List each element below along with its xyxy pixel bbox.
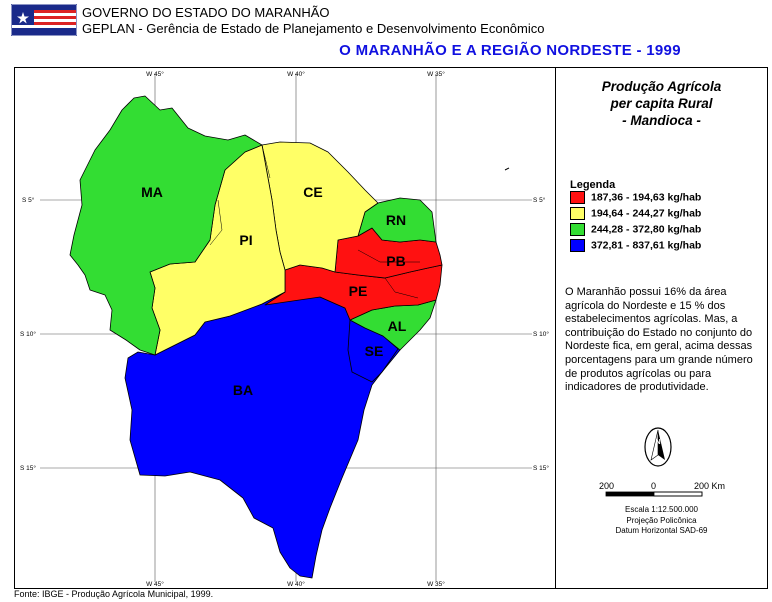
map-projection-info: Escala 1:12.500.000 Projeção Policônica …	[556, 505, 767, 537]
grid-label-bottom-1: W 45°	[146, 580, 164, 588]
grid-label-top-3: W 35°	[427, 70, 445, 78]
grid-label-top-2: W 40°	[287, 70, 305, 78]
legend-item: 244,28 - 372,80 kg/hab	[570, 223, 701, 236]
internal-border-4	[357, 249, 420, 263]
grid-label-top-1: W 45°	[146, 70, 164, 78]
legend-item: 372,81 - 837,61 kg/hab	[570, 239, 701, 252]
projection-name: Projeção Policônica	[626, 515, 697, 525]
legend-swatch-red	[570, 191, 585, 204]
grid-label-left-3: S 15°	[20, 464, 36, 472]
scale-bar	[605, 491, 703, 497]
internal-border-3	[384, 277, 419, 299]
state-label-pi: PI	[239, 232, 252, 248]
internal-border-1	[209, 199, 223, 246]
legend-swatch-yellow	[570, 207, 585, 220]
legend-heading: Legenda	[570, 179, 616, 191]
grid-label-left-1: S 5°	[22, 196, 35, 204]
legend-item: 187,36 - 194,63 kg/hab	[570, 191, 701, 204]
internal-border-2	[261, 144, 271, 179]
state-label-ba: BA	[233, 382, 253, 398]
state-ma[interactable]	[69, 95, 263, 356]
state-label-rn: RN	[386, 212, 406, 228]
legend-swatch-green	[570, 223, 585, 236]
theme-title-line3: - Mandioca -	[622, 113, 701, 128]
grid-label-right-2: S 10°	[533, 330, 549, 338]
state-label-pe: PE	[349, 283, 368, 299]
island-marker	[504, 167, 510, 171]
explanatory-note: O Maranhão possui 16% da área agrícola d…	[565, 286, 753, 394]
legend-item-label: 187,36 - 194,63 kg/hab	[591, 191, 702, 204]
header-agency-name: GEPLAN - Gerência de Estado de Planejame…	[82, 21, 545, 36]
north-arrow-icon: N	[644, 427, 672, 467]
map-theme-title: Produção Agrícola per capita Rural - Man…	[556, 78, 767, 129]
legend-panel-frame	[555, 67, 768, 589]
state-label-se: SE	[365, 343, 384, 359]
header-government-name: GOVERNO DO ESTADO DO MARANHÃO	[82, 5, 330, 20]
grid-label-right-1: S 5°	[533, 196, 546, 204]
legend-swatch-blue	[570, 239, 585, 252]
theme-title-line1: Produção Agrícola	[601, 79, 722, 94]
legend-item-label: 244,28 - 372,80 kg/hab	[591, 223, 702, 236]
legend-item-label: 194,64 - 244,27 kg/hab	[591, 207, 702, 220]
theme-title-line2: per capita Rural	[610, 96, 713, 111]
grid-label-bottom-2: W 40°	[287, 580, 305, 588]
datum-name: Datum Horizontal SAD-69	[615, 526, 708, 535]
state-label-ma: MA	[141, 184, 163, 200]
grid-label-bottom-3: W 35°	[427, 580, 445, 588]
north-arrow-letter: N	[655, 439, 660, 446]
scale-label-right: 200 Km	[694, 481, 726, 491]
grid-label-right-3: S 15°	[533, 464, 549, 472]
page-title: O MARANHÃO E A REGIÃO NORDESTE - 1999	[339, 42, 681, 59]
legend-item-label: 372,81 - 837,61 kg/hab	[591, 239, 702, 252]
data-source: Fonte: IBGE - Produção Agrícola Municipa…	[14, 589, 214, 599]
scale-label-mid: 0	[651, 481, 657, 491]
state-label-pb: PB	[386, 253, 405, 269]
state-label-al: AL	[388, 318, 407, 334]
scale-label-left: 200	[599, 481, 615, 491]
scale-ratio: Escala 1:12.500.000	[625, 505, 698, 514]
legend-item: 194,64 - 244,27 kg/hab	[570, 207, 701, 220]
grid-label-left-2: S 10°	[20, 330, 36, 338]
state-flag-logo	[10, 3, 78, 37]
state-label-ce: CE	[303, 184, 322, 200]
